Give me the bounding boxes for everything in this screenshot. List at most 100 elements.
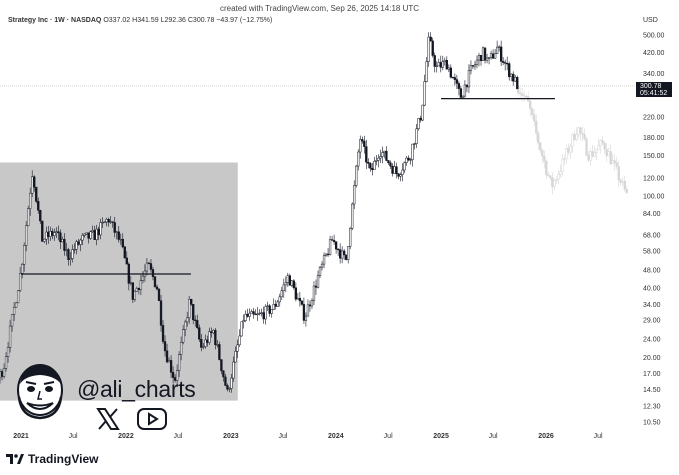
candle-body	[103, 221, 106, 223]
candle-body	[359, 139, 362, 153]
candle-body	[29, 192, 32, 209]
projection-candle-body	[611, 160, 614, 165]
candle-body	[167, 360, 171, 363]
x-tick-label: 2026	[538, 433, 554, 440]
projection-candle-body	[603, 142, 606, 150]
youtube-icon[interactable]	[137, 408, 167, 430]
projection-candle-body	[537, 132, 540, 144]
candle-body	[401, 169, 404, 175]
candle-body	[334, 241, 338, 250]
currency-label: USD	[643, 17, 658, 24]
candle-body	[266, 305, 269, 307]
candle-body	[115, 231, 118, 233]
y-axis: 500.00420.00340.00280.00220.00180.00150.…	[643, 33, 665, 427]
candle-body	[222, 370, 225, 378]
projection-candle-body	[553, 180, 556, 188]
projection-candle-body	[591, 151, 594, 157]
candle-body	[336, 248, 340, 251]
candle-body	[514, 77, 517, 82]
projection-candle-body	[579, 127, 582, 134]
brand-name: TradingView	[28, 452, 99, 466]
candle-body	[357, 151, 360, 167]
candle-body	[139, 280, 143, 290]
candle-body	[270, 309, 273, 314]
x-tick-label: 2025	[433, 433, 449, 440]
y-tick-label: 150.00	[643, 153, 665, 160]
candle-body	[459, 88, 463, 98]
candle-body	[278, 296, 281, 303]
candle-body	[137, 287, 141, 290]
projection-candle-body	[609, 151, 612, 165]
candle-body	[129, 282, 132, 284]
candle-body	[75, 241, 78, 250]
candle-body	[292, 280, 296, 289]
candle-body	[403, 162, 406, 171]
candle-body	[284, 282, 287, 286]
candle-body	[125, 257, 128, 265]
candle-body	[109, 221, 112, 223]
candle-body	[504, 62, 507, 64]
candle-body	[194, 319, 197, 321]
candle-body	[397, 173, 400, 177]
projection-candle-body	[518, 92, 522, 94]
candle-body	[453, 77, 457, 80]
candle-body	[117, 231, 120, 240]
high-value: 341.59	[137, 17, 159, 24]
candle-body	[196, 320, 199, 328]
candle-body	[8, 325, 12, 348]
candle-body	[481, 47, 485, 62]
low-label: L	[160, 17, 165, 24]
candle-body	[2, 368, 6, 377]
candle-body	[324, 253, 328, 256]
candle-body	[210, 331, 213, 334]
candle-body	[73, 249, 76, 251]
candle-body	[423, 81, 426, 106]
candle-body	[246, 313, 249, 317]
handle-text: @ali_charts	[77, 376, 196, 402]
candle-body	[83, 233, 86, 236]
candle-body	[495, 46, 499, 55]
projection-candle-body	[601, 140, 604, 144]
footer-brand: TradingView	[6, 452, 98, 466]
candle-body	[16, 290, 20, 304]
candle-body	[395, 166, 398, 175]
candle-body	[0, 371, 2, 379]
candle-body	[302, 304, 306, 321]
projection-candle-body	[595, 149, 598, 153]
x-tick-label: Jul	[69, 433, 78, 440]
created-caption: created with TradingView.com, Sep 26, 20…	[219, 4, 420, 13]
candle-body	[256, 313, 259, 315]
projection-candle-body	[577, 127, 580, 135]
candle-body	[232, 361, 235, 379]
projection-candle-body	[619, 179, 622, 183]
candle-body	[471, 65, 475, 67]
candle-body	[41, 220, 44, 242]
projection-candle-body	[613, 160, 616, 163]
candle-body	[262, 312, 265, 320]
candle-body	[161, 325, 165, 342]
projection-candle-body	[621, 180, 624, 183]
candle-body	[81, 235, 84, 241]
candle-body	[286, 275, 289, 283]
candle-body	[4, 356, 8, 369]
necklines	[21, 97, 555, 275]
candle-body	[300, 300, 304, 305]
candle-body	[276, 301, 279, 307]
candle-body	[479, 55, 483, 62]
candle-body	[506, 63, 509, 65]
candle-body	[212, 330, 215, 334]
candle-body	[272, 304, 275, 310]
candle-body	[320, 263, 324, 268]
candle-body	[351, 203, 354, 229]
y-tick-label: 68.00	[643, 232, 661, 239]
candle-body	[85, 232, 88, 235]
candle-body	[508, 63, 511, 78]
candle-body	[119, 238, 122, 241]
x-tick-label: 2022	[118, 433, 134, 440]
candle-body	[51, 230, 54, 236]
projection-candle-body	[567, 148, 570, 153]
candle-body	[473, 64, 477, 67]
candle-body	[151, 269, 155, 277]
x-icon[interactable]	[96, 407, 120, 431]
